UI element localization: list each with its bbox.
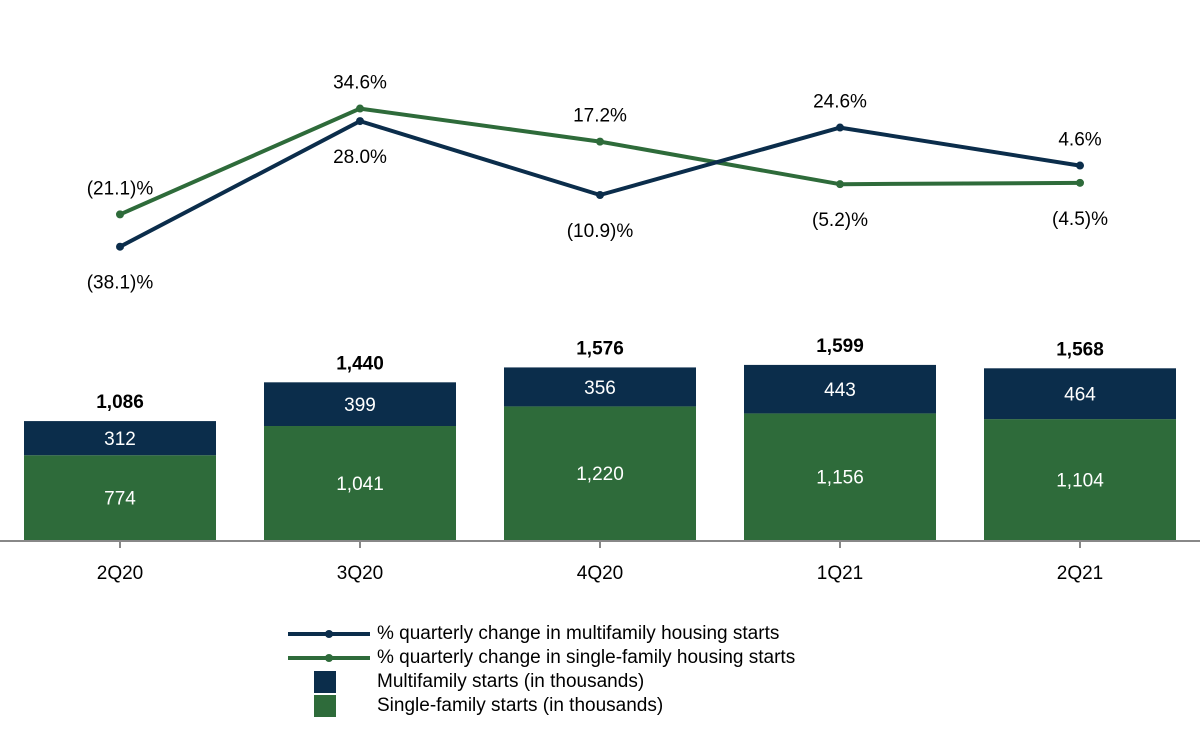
data-label-single-family-change: (5.2)% (812, 210, 868, 231)
bar-label-multifamily: 399 (344, 395, 376, 416)
bar-total-label: 1,440 (336, 353, 384, 374)
bar-multifamily (984, 368, 1176, 420)
point-single-family-change (356, 104, 364, 113)
bar-multifamily (744, 364, 936, 414)
bar-single-family (984, 419, 1176, 540)
legend-line-marker (288, 654, 370, 662)
data-label-multifamily-change: 28.0% (333, 147, 387, 168)
point-single-family-change (836, 180, 844, 189)
x-axis-tick-label: 4Q20 (577, 563, 623, 584)
data-label-single-family-change: 34.6% (333, 73, 387, 94)
point-multifamily-change (836, 123, 844, 132)
legend-label: % quarterly change in single-family hous… (377, 647, 796, 668)
x-axis-tick-label: 3Q20 (337, 563, 383, 584)
bar-label-multifamily: 312 (104, 429, 136, 450)
legend-line-marker (288, 630, 370, 638)
point-multifamily-change (116, 242, 124, 251)
bar-label-single-family: 1,104 (1056, 471, 1104, 492)
data-label-multifamily-change: (10.9)% (567, 221, 634, 242)
bar-label-single-family: 774 (104, 489, 136, 510)
bar-total-label: 1,568 (1056, 339, 1104, 360)
bar-label-multifamily: 443 (824, 380, 856, 401)
data-label-multifamily-change: 24.6% (813, 92, 867, 113)
chart-legend: % quarterly change in multifamily housin… (284, 622, 924, 718)
point-single-family-change (116, 210, 124, 219)
data-label-single-family-change: (21.1)% (87, 178, 154, 199)
bar-label-single-family: 1,220 (576, 464, 624, 485)
data-label-single-family-change: (4.5)% (1052, 209, 1108, 230)
bar-single-family (24, 455, 216, 540)
legend-box-marker (314, 695, 336, 717)
data-label-multifamily-change: 4.6% (1058, 130, 1101, 151)
point-single-family-change (596, 137, 604, 146)
point-multifamily-change (356, 117, 364, 126)
x-axis-tick-label: 1Q21 (817, 563, 863, 584)
bar-total-label: 1,086 (96, 392, 144, 413)
x-axis-tick-label: 2Q20 (97, 563, 143, 584)
bar-multifamily (264, 382, 456, 427)
point-multifamily-change (1076, 161, 1084, 170)
bar-total-label: 1,599 (816, 336, 864, 357)
data-label-multifamily-change: (38.1)% (87, 273, 154, 294)
legend-item-single-family-change: % quarterly change in single-family hous… (284, 646, 924, 670)
point-single-family-change (1076, 178, 1084, 187)
data-label-single-family-change: 17.2% (573, 106, 627, 127)
legend-label: Single-family starts (in thousands) (377, 695, 664, 716)
bar-single-family (744, 413, 936, 540)
housing-starts-chart: 774 312 1,086 1,041 399 1,440 1,220 356 1,576 1,1… (0, 73, 1200, 584)
bar-multifamily (504, 367, 696, 407)
x-axis-tick-label: 2Q21 (1057, 563, 1103, 584)
bar-total-label: 1,576 (576, 338, 624, 359)
legend-box-marker (314, 671, 336, 693)
legend-item-multifamily-starts: Multifamily starts (in thousands) (284, 670, 924, 694)
bar-single-family (504, 406, 696, 540)
legend-label: Multifamily starts (in thousands) (377, 671, 645, 692)
legend-item-single-family-starts: Single-family starts (in thousands) (284, 694, 924, 718)
bar-label-single-family: 1,041 (336, 474, 384, 495)
bar-single-family (264, 426, 456, 540)
point-multifamily-change (596, 191, 604, 200)
bar-label-single-family: 1,156 (816, 468, 864, 489)
bar-label-multifamily: 464 (1064, 385, 1096, 406)
bar-multifamily (24, 421, 216, 456)
bar-label-multifamily: 356 (584, 378, 616, 399)
legend-item-multifamily-change: % quarterly change in multifamily housin… (284, 622, 924, 646)
legend-label: % quarterly change in multifamily housin… (377, 623, 780, 644)
